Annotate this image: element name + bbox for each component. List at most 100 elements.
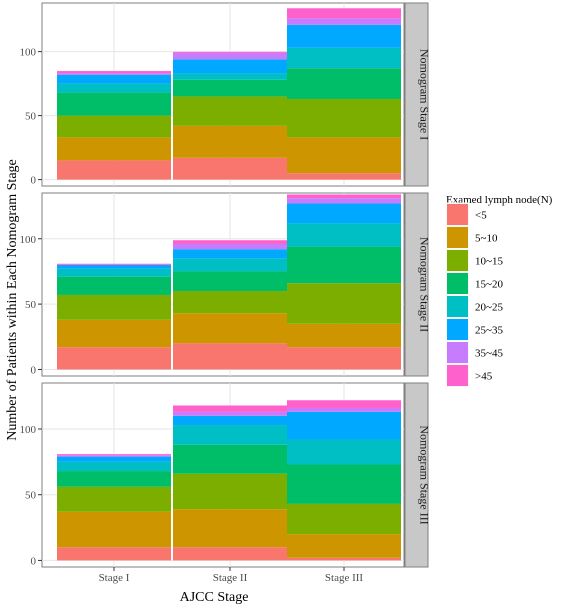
legend-item: <5: [445, 202, 487, 227]
y-tick-label: 0: [31, 555, 37, 567]
y-tick-label: 50: [25, 111, 37, 123]
panel-3: 0 50 100 Nomogram Stage III: [20, 382, 432, 568]
bar-segment-stage-i-7: [57, 73, 171, 75]
x-axis-title: AJCC Stage: [180, 590, 249, 605]
bar-segment-stage-i-1: [57, 547, 171, 561]
bar-segment-stage-i-5: [57, 461, 171, 472]
facet-strip: [404, 2, 429, 187]
bar-segment-stage-ii-1: [173, 547, 287, 561]
x-axis-ticks: Stage I Stage II Stage III: [99, 567, 364, 584]
bar-segment-stage-iii-5: [287, 439, 401, 465]
bar-segment-stage-iii-3: [287, 98, 401, 138]
bar-segment-stage-i-8: [57, 263, 171, 265]
bar-segment-stage-ii-8: [173, 240, 287, 244]
bar-segment-stage-ii-7: [173, 243, 287, 250]
y-tick-label: 100: [20, 234, 37, 246]
bar-segment-stage-i-6: [57, 74, 171, 84]
bar-segment-stage-ii-5: [173, 73, 287, 80]
legend-label: 35~45: [475, 348, 503, 360]
legend-swatch: [447, 250, 468, 271]
bar-segment-stage-ii-7: [173, 411, 287, 416]
bar-segment-stage-iii-1: [287, 173, 401, 180]
bar-segment-stage-ii-1: [173, 157, 287, 180]
y-tick-label: 0: [31, 175, 37, 187]
bar-segment-stage-i-5: [57, 268, 171, 277]
legend-label: <5: [475, 210, 487, 222]
bar-segment-stage-ii-2: [173, 313, 287, 344]
legend-label: 5~10: [475, 233, 498, 245]
legend: Examed lymph node(N) <5 5~10 10~15 15~20 20~…: [445, 194, 553, 388]
bar-segment-stage-iii-6: [287, 203, 401, 224]
bar-segment-stage-iii-2: [287, 323, 401, 348]
bar-segment-stage-ii-5: [173, 258, 287, 272]
legend-item: 20~25: [445, 294, 503, 319]
bar-segment-stage-iii-1: [287, 557, 401, 561]
facet-panels: 0 50 100 Nomogram Stage I 0 50 100 Nomogram Sta…: [20, 2, 432, 568]
facet-strip-label: Nomogram Stage III: [418, 425, 432, 524]
bar-segment-stage-iii-8: [287, 8, 401, 19]
x-tick-label: Stage III: [325, 572, 364, 584]
y-tick-label: 50: [25, 299, 37, 311]
legend-item: 35~45: [445, 340, 503, 365]
legend-item: 10~15: [445, 248, 503, 273]
legend-swatch: [447, 319, 468, 340]
bar-segment-stage-ii-3: [173, 473, 287, 510]
bar-segment-stage-ii-3: [173, 96, 287, 126]
facet-strip: [404, 382, 429, 568]
bar-segment-stage-iii-2: [287, 534, 401, 558]
bar-segment-stage-i-1: [57, 347, 171, 370]
bar-segment-stage-ii-1: [173, 343, 287, 370]
bar-segment-stage-iii-3: [287, 283, 401, 324]
bar-segment-stage-ii-6: [173, 249, 287, 259]
bar-segment-stage-iii-7: [287, 407, 401, 412]
bar-segment-stage-ii-8: [173, 405, 287, 412]
bar-segment-stage-iii-5: [287, 47, 401, 69]
bar-segment-stage-i-2: [57, 319, 171, 348]
bar-segment-stage-i-3: [57, 486, 171, 512]
y-tick-label: 100: [20, 47, 37, 59]
bar-segment-stage-iii-4: [287, 246, 401, 284]
bar-segment-stage-ii-6: [173, 59, 287, 74]
legend-label: 25~35: [475, 325, 503, 337]
bar-segment-stage-iii-6: [287, 411, 401, 440]
bar-segment-stage-iii-8: [287, 400, 401, 408]
bar-segment-stage-i-8: [57, 453, 171, 456]
panel-1: 0 50 100 Nomogram Stage I: [20, 2, 432, 187]
bar-segment-stage-i-4: [57, 276, 171, 295]
legend-title: Examed lymph node(N): [446, 194, 553, 206]
legend-item: 5~10: [445, 225, 498, 250]
bar-segment-stage-ii-3: [173, 291, 287, 314]
bar-segment-stage-iii-7: [287, 198, 401, 204]
bar-segment-stage-i-2: [57, 137, 171, 161]
bar-segment-stage-ii-4: [173, 79, 287, 97]
legend-swatch: [447, 273, 468, 294]
x-tick-label: Stage I: [99, 572, 130, 584]
bar-segment-stage-i-7: [57, 455, 171, 457]
bar-segment-stage-iii-1: [287, 347, 401, 370]
legend-item: >45: [445, 363, 493, 388]
legend-label: 15~20: [475, 279, 503, 291]
bar-segment-stage-ii-8: [173, 51, 287, 53]
bar-segment-stage-ii-5: [173, 425, 287, 445]
bar-segment-stage-iii-6: [287, 24, 401, 48]
bar-segment-stage-iii-8: [287, 194, 401, 199]
bar-segment-stage-i-6: [57, 264, 171, 269]
bar-segment-stage-i-2: [57, 511, 171, 548]
y-tick-label: 0: [31, 364, 37, 376]
facet-strip-label: Nomogram Stage II: [418, 237, 432, 332]
bar-segment-stage-ii-7: [173, 52, 287, 60]
legend-label: >45: [475, 371, 493, 383]
bar-segment-stage-ii-2: [173, 125, 287, 158]
bar-segment-stage-i-4: [57, 471, 171, 487]
y-tick-label: 100: [20, 424, 37, 436]
bar-segment-stage-i-5: [57, 83, 171, 93]
y-tick-label: 50: [25, 490, 37, 502]
bar-segment-stage-iii-4: [287, 68, 401, 99]
bar-segment-stage-i-6: [57, 456, 171, 462]
bar-segment-stage-iii-4: [287, 464, 401, 504]
bar-segment-stage-iii-2: [287, 137, 401, 174]
legend-item: 25~35: [445, 317, 503, 342]
bar-segment-stage-i-4: [57, 92, 171, 116]
legend-label: 10~15: [475, 256, 503, 268]
